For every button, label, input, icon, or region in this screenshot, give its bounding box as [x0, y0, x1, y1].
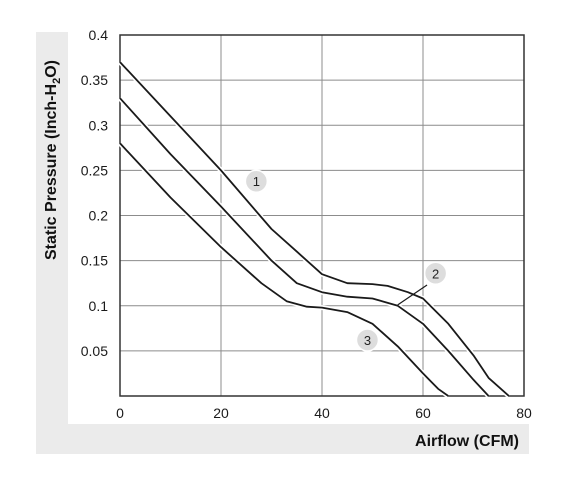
curve-label-badge-2 — [423, 261, 448, 286]
y-tick-label-0.25: 0.25 — [81, 162, 108, 178]
curve-label-badge-3 — [355, 328, 380, 352]
x-axis-title: Airflow (CFM) — [415, 433, 519, 450]
y-tick-label-0.1: 0.1 — [89, 298, 109, 314]
curve-label-badge-1 — [244, 169, 269, 193]
y-axis-title-subscript: 2 — [51, 78, 63, 84]
y-tick-label-0.4: 0.4 — [89, 27, 109, 43]
x-tick-label-80: 80 — [516, 405, 532, 421]
x-tick-label-0: 0 — [116, 405, 124, 421]
y-tick-label-0.15: 0.15 — [81, 253, 108, 269]
series-line-2 — [119, 97, 490, 397]
series-line-3 — [119, 142, 449, 397]
curve-label-1: 1 — [253, 174, 260, 189]
series-group — [118, 60, 511, 399]
plot-border — [119, 34, 525, 397]
x-tick-label-20: 20 — [213, 405, 229, 421]
series-line-1 — [119, 61, 510, 397]
x-tick-labels: 0 20 40 60 80 — [116, 405, 532, 421]
label-group: 1 2 3 — [244, 169, 448, 352]
x-tick-label-60: 60 — [415, 405, 431, 421]
y-tick-labels: 0.05 0.1 0.15 0.2 0.25 0.3 0.35 0.4 — [81, 27, 108, 359]
y-tick-label-0.3: 0.3 — [89, 117, 109, 133]
y-tick-label-0.35: 0.35 — [81, 72, 108, 88]
y-axis-title-main: Static Pressure (Inch-H — [43, 84, 60, 260]
y-axis-title-end: O) — [43, 60, 60, 78]
curve-label-2: 2 — [432, 266, 439, 281]
label-2-leader-line — [397, 284, 428, 306]
y-axis-title: Static Pressure (Inch-H2O) — [43, 60, 63, 260]
x-tick-label-40: 40 — [314, 405, 330, 421]
y-tick-label-0.2: 0.2 — [89, 208, 109, 224]
curve-label-3: 3 — [364, 333, 371, 348]
y-tick-label-0.05: 0.05 — [81, 343, 108, 359]
